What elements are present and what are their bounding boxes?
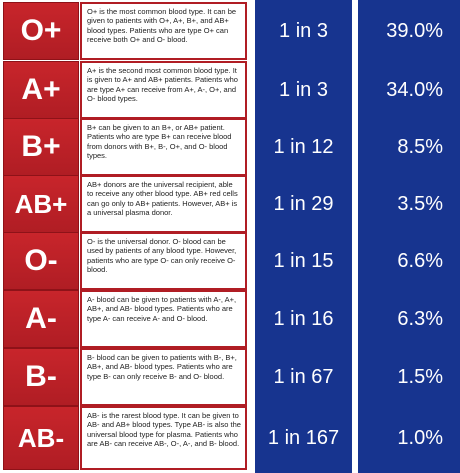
population-percentage: 6.6% <box>358 232 460 290</box>
table-row: B+ B+ can be given to an B+, or AB+ pati… <box>0 118 460 176</box>
blood-type-label: O+ <box>3 2 79 60</box>
blood-type-description: O- is the universal donor. O- blood can … <box>80 232 247 290</box>
blood-type-label: A- <box>3 290 79 348</box>
table-row: AB- AB- is the rarest blood type. It can… <box>0 406 460 470</box>
frequency-ratio: 1 in 29 <box>255 175 352 233</box>
blood-type-label: O- <box>3 232 79 290</box>
blood-type-label: B+ <box>3 118 79 176</box>
table-row: B- B- blood can be given to patients wit… <box>0 348 460 406</box>
frequency-ratio: 1 in 167 <box>255 406 352 470</box>
blood-type-description: AB- is the rarest blood type. It can be … <box>80 406 247 470</box>
frequency-ratio: 1 in 3 <box>255 61 352 119</box>
blood-type-description: AB+ donors are the universal recipient, … <box>80 175 247 233</box>
table-row: AB+ AB+ donors are the universal recipie… <box>0 175 460 233</box>
population-percentage: 1.0% <box>358 406 460 470</box>
population-percentage: 6.3% <box>358 290 460 348</box>
blood-type-label: A+ <box>3 61 79 119</box>
blood-type-label: B- <box>3 348 79 406</box>
population-percentage: 34.0% <box>358 61 460 119</box>
population-percentage: 1.5% <box>358 348 460 406</box>
table-row: O+ O+ is the most common blood type. It … <box>0 2 460 60</box>
population-percentage: 3.5% <box>358 175 460 233</box>
frequency-ratio: 1 in 12 <box>255 118 352 176</box>
blood-type-description: A- blood can be given to patients with A… <box>80 290 247 348</box>
blood-type-description: O+ is the most common blood type. It can… <box>80 2 247 60</box>
frequency-ratio: 1 in 15 <box>255 232 352 290</box>
frequency-ratio: 1 in 16 <box>255 290 352 348</box>
population-percentage: 8.5% <box>358 118 460 176</box>
population-percentage: 39.0% <box>358 2 460 60</box>
table-row: O- O- is the universal donor. O- blood c… <box>0 232 460 290</box>
table-row: A+ A+ is the second most common blood ty… <box>0 61 460 119</box>
frequency-ratio: 1 in 3 <box>255 2 352 60</box>
blood-type-label: AB+ <box>3 175 79 233</box>
blood-type-label: AB- <box>3 406 79 470</box>
blood-type-description: B- blood can be given to patients with B… <box>80 348 247 406</box>
table-row: A- A- blood can be given to patients wit… <box>0 290 460 348</box>
frequency-ratio: 1 in 67 <box>255 348 352 406</box>
blood-type-description: A+ is the second most common blood type.… <box>80 61 247 119</box>
blood-type-description: B+ can be given to an B+, or AB+ patient… <box>80 118 247 176</box>
